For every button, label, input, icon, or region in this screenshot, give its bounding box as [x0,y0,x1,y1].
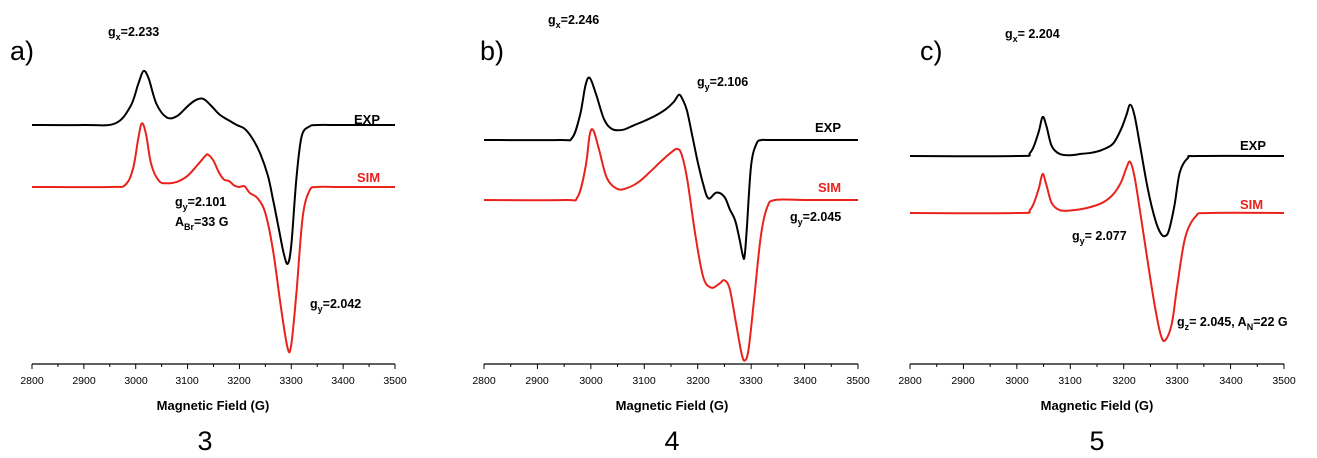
panel-c-ticks [909,364,1285,369]
tick-label: 3000 [124,375,148,387]
tick-label: 2900 [525,375,549,387]
panel-b-ticks [483,364,859,369]
panel-a-legend-sim: SIM [357,170,380,185]
panel-b-x-axis-title: Magnetic Field (G) [616,398,729,413]
tick-label: 3500 [1272,375,1296,387]
panel-c-gy-annotation: gy= 2.077 [1072,229,1127,246]
panel-a-exp-trace [31,69,395,265]
panel-c-exp-trace [909,103,1285,238]
tick-label: 3500 [846,375,870,387]
tick-label: 3200 [686,375,710,387]
panel-a-x-axis-title: Magnetic Field (G) [157,398,270,413]
panel-a-letter: a) [10,36,34,66]
panel-a-legend-exp: EXP [354,112,380,127]
tick-label: 3200 [1112,375,1136,387]
panel-c-gz-annotation: gz= 2.045, AN=22 G [1177,315,1288,332]
tick-label: 2800 [472,375,496,387]
panel-a-abr-annotation: ABr=33 G [175,215,228,232]
panel-c-legend-sim: SIM [1240,197,1263,212]
panel-b-compound-label: 4 [664,426,679,456]
panel-b-legend-exp: EXP [815,120,841,135]
panel-c-sim-trace [909,160,1285,343]
panel-c-legend-exp: EXP [1240,138,1266,153]
panel-a-tick-labels: 2800 2900 3000 3100 3200 3300 3400 3500 [20,375,407,387]
panel-b: b) 2800 2900 3000 3100 3200 3300 3400 35… [472,13,870,456]
panel-a-compound-label: 3 [197,426,212,456]
tick-label: 3100 [1058,375,1082,387]
panel-a: a) 2800 2900 3000 3100 3200 3300 3400 35… [10,25,407,456]
tick-label: 2800 [20,375,44,387]
panel-a-gx-annotation: gx=2.233 [108,25,159,42]
panel-b-gx-annotation: gx=2.246 [548,13,599,30]
panel-b-letter: b) [480,36,504,66]
panel-b-sim-trace [483,128,858,362]
tick-label: 3500 [383,375,407,387]
panel-b-tick-labels: 2800 2900 3000 3100 3200 3300 3400 3500 [472,375,870,387]
panel-c: c) 2800 2900 3000 3100 3200 3300 3400 35… [898,27,1296,456]
panel-a-sim-trace [31,122,396,354]
panel-c-x-axis-title: Magnetic Field (G) [1041,398,1154,413]
tick-label: 3300 [1165,375,1189,387]
panel-c-gx-annotation: gx= 2.204 [1005,27,1060,44]
tick-label: 3200 [227,375,251,387]
panel-a-gy2-annotation: gy=2.042 [310,297,361,314]
tick-label: 3400 [1219,375,1243,387]
tick-label: 3100 [632,375,656,387]
panel-c-letter: c) [920,36,943,66]
panel-b-gy-annotation: gy=2.106 [697,75,748,92]
tick-label: 3000 [1005,375,1029,387]
tick-label: 3300 [739,375,763,387]
tick-label: 3100 [175,375,199,387]
panel-b-exp-trace [483,76,858,260]
panel-c-tick-labels: 2800 2900 3000 3100 3200 3300 3400 3500 [898,375,1296,387]
panel-c-compound-label: 5 [1089,426,1104,456]
tick-label: 3300 [279,375,303,387]
tick-label: 3000 [579,375,603,387]
tick-label: 2900 [72,375,96,387]
panel-a-gy-annotation: gy=2.101 [175,195,226,212]
panel-a-ticks [31,364,396,369]
tick-label: 3400 [331,375,355,387]
tick-label: 2900 [951,375,975,387]
tick-label: 2800 [898,375,922,387]
panel-b-legend-sim: SIM [818,180,841,195]
panel-b-gy2-annotation: gy=2.045 [790,210,841,227]
tick-label: 3400 [793,375,817,387]
